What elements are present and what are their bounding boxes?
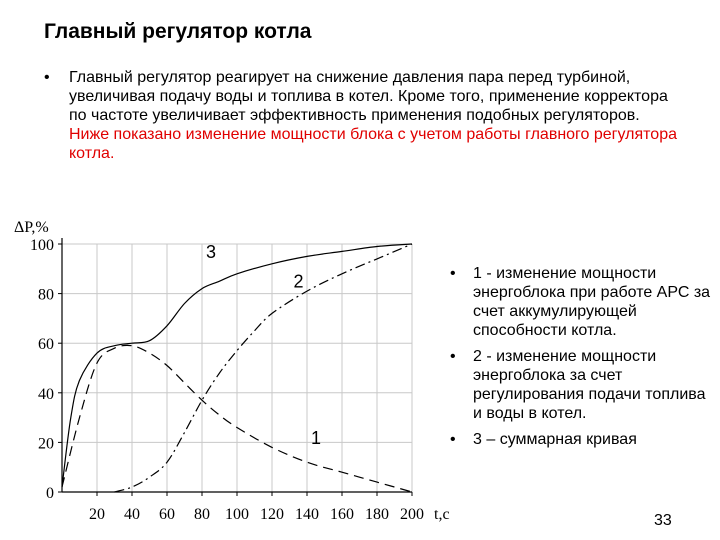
bullet-marker: • — [450, 265, 456, 282]
legend-item-2: • 2 - изменение мощности энергоблока за … — [446, 347, 716, 423]
y-tick-label: 60 — [38, 336, 54, 353]
chart-ticks: 20 40 60 80 100 120 140 160 180 200 0 20 40 60 80 100 — [30, 237, 424, 523]
series-line-1 — [61, 344, 413, 493]
bullet-marker: • — [450, 348, 456, 365]
chart-grid — [62, 243, 413, 493]
legend-item-1: • 1 - изменение мощности энергоблока при… — [446, 264, 716, 340]
y-tick-label: 0 — [46, 485, 54, 502]
x-tick-label: 80 — [194, 506, 210, 523]
intro-text-red: Ниже показано изменение мощности блока с… — [69, 126, 677, 162]
x-tick-label: 180 — [365, 506, 389, 523]
y-tick-label: 100 — [30, 237, 54, 254]
series-label-3: 3 — [206, 242, 216, 262]
x-axis-label: t,c — [434, 506, 450, 523]
legend-text-1: 1 - изменение мощности энергоблока при р… — [473, 265, 711, 339]
y-axis-label: ΔP,% — [14, 219, 49, 236]
legend-item-3: • 3 – суммарная кривая — [446, 430, 716, 449]
bullet-marker: • — [44, 69, 50, 86]
y-tick-label: 40 — [38, 386, 54, 403]
chart-series — [61, 243, 413, 493]
legend-text-3: 3 – суммарная кривая — [473, 431, 637, 448]
series-label-1: 1 — [311, 428, 321, 448]
series-line-2 — [114, 243, 413, 493]
x-tick-label: 20 — [89, 506, 105, 523]
intro-text: Главный регулятор реагирует на снижение … — [69, 68, 684, 163]
x-tick-label: 40 — [124, 506, 140, 523]
y-tick-label: 80 — [38, 287, 54, 304]
series-label-2: 2 — [294, 272, 304, 292]
legend-text-2: 2 - изменение мощности энергоблока за сч… — [473, 348, 706, 422]
bullet-marker: • — [450, 431, 456, 448]
legend-list: • 1 - изменение мощности энергоблока при… — [446, 264, 716, 456]
intro-text-black: Главный регулятор реагирует на снижение … — [69, 69, 668, 124]
x-tick-label: 160 — [330, 506, 354, 523]
x-tick-label: 100 — [225, 506, 249, 523]
series-line-3 — [61, 243, 413, 488]
x-tick-label: 200 — [400, 506, 424, 523]
intro-paragraph: • Главный регулятор реагирует на снижени… — [44, 68, 684, 163]
slide-title: Главный регулятор котла — [44, 20, 312, 43]
y-tick-label: 20 — [38, 435, 54, 452]
x-tick-label: 60 — [159, 506, 175, 523]
chart-labels: ΔP,% t,c 1 2 3 — [14, 219, 450, 523]
x-tick-label: 140 — [295, 506, 319, 523]
x-tick-label: 120 — [260, 506, 284, 523]
page-number: 33 — [654, 512, 672, 529]
